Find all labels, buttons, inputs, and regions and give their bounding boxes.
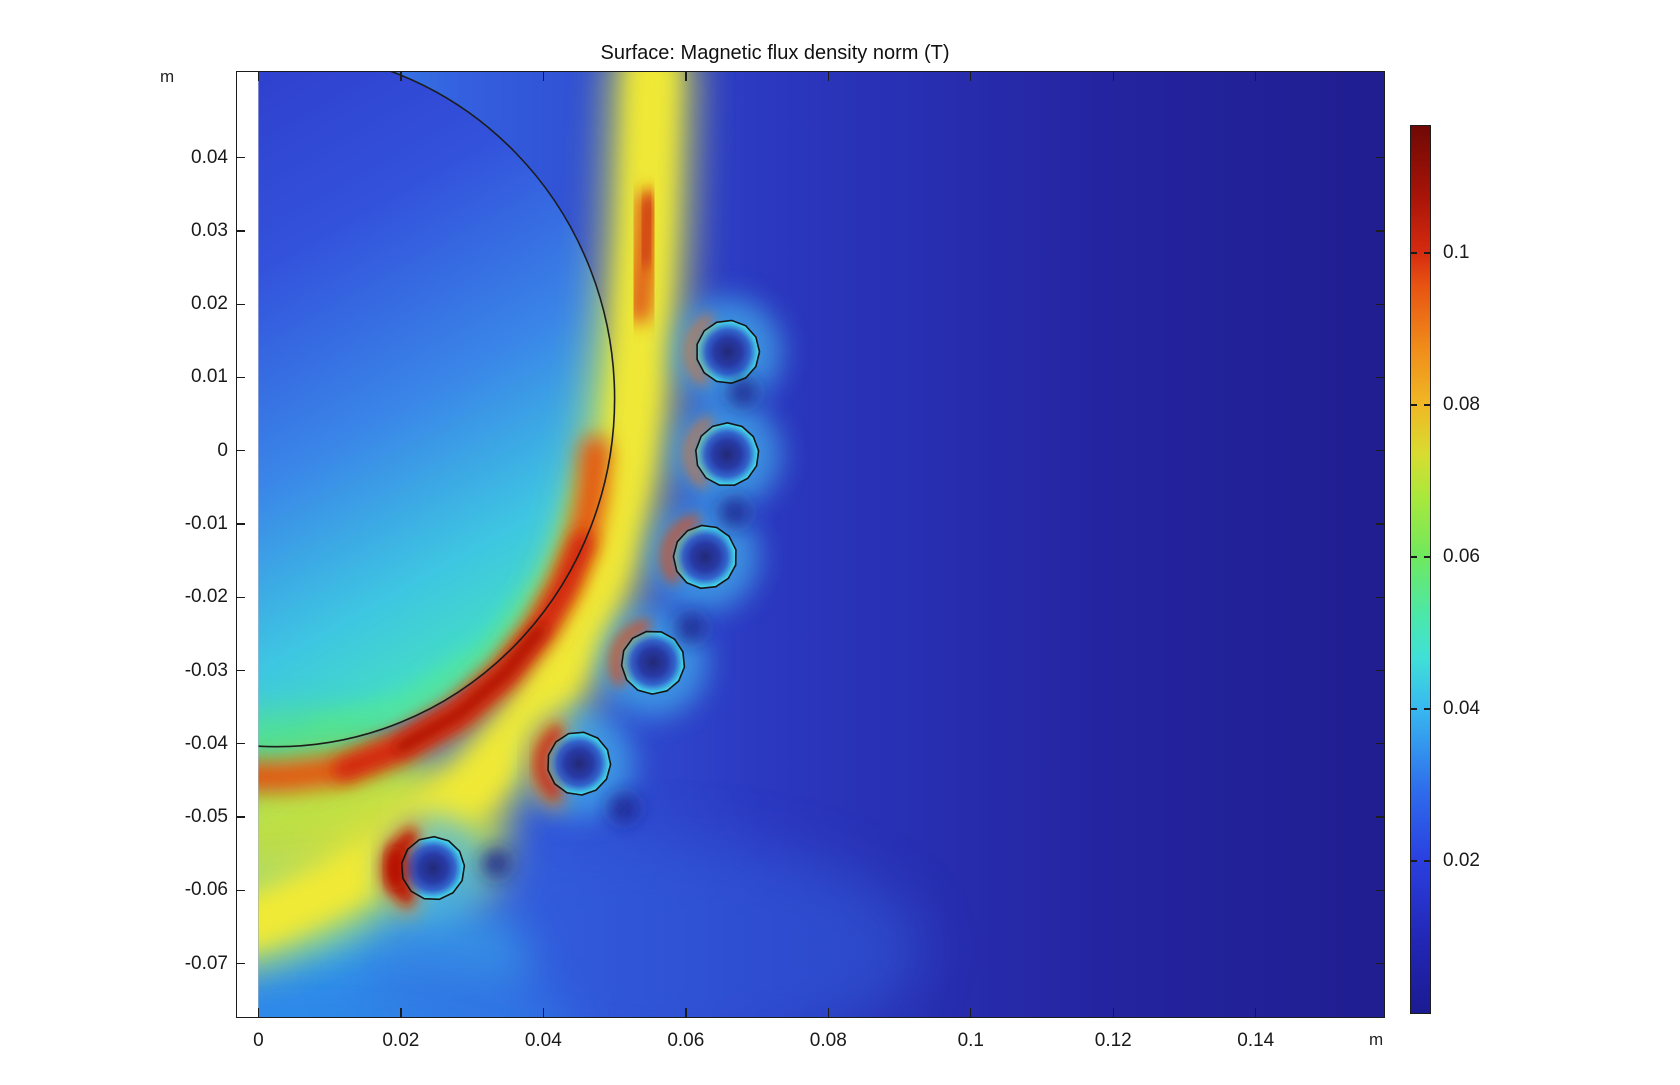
y-tick-right	[1376, 303, 1384, 305]
x-tick-bottom	[685, 1008, 687, 1017]
y-tick-label: -0.07	[184, 952, 228, 974]
x-tick-bottom	[542, 1008, 545, 1017]
x-tick-label: 0.08	[809, 1030, 847, 1051]
colorbar-tick-label: 0.1	[1443, 241, 1470, 263]
colorbar-tick-right	[1424, 860, 1430, 862]
colorbar-tick-right	[1424, 708, 1430, 710]
colorbar	[1410, 125, 1431, 1014]
y-axis-unit-label: m	[160, 67, 175, 86]
colorbar-tick-left	[1411, 556, 1417, 558]
y-tick-label: -0.04	[184, 732, 228, 754]
x-tick-label: 0.02	[382, 1030, 420, 1051]
x-axis-unit-label: m	[1369, 1030, 1384, 1049]
x-tick-bottom	[827, 1008, 829, 1017]
flux-surface	[237, 72, 1384, 1017]
colorbar-tick-left	[1411, 404, 1417, 406]
x-tick-bottom	[1112, 1008, 1114, 1017]
x-tick-label: 0.04	[524, 1030, 562, 1051]
x-tick-top	[827, 72, 829, 81]
y-tick-left	[237, 230, 245, 232]
colorbar-tick-label: 0.02	[1443, 849, 1480, 871]
colorbar-tick-right	[1424, 404, 1430, 406]
y-tick-label: 0.03	[191, 219, 228, 241]
x-tick-top	[1112, 72, 1114, 81]
y-tick-left	[237, 669, 245, 672]
y-tick-label: -0.03	[184, 659, 228, 681]
y-tick-label: 0.04	[191, 146, 228, 168]
x-tick-bottom	[400, 1008, 402, 1017]
y-tick-right	[1376, 816, 1384, 818]
surface-plot	[237, 72, 1384, 1017]
x-tick-top	[970, 72, 972, 81]
y-tick-label: -0.06	[184, 879, 228, 901]
y-tick-right	[1376, 962, 1384, 965]
y-tick-left	[237, 376, 245, 379]
y-tick-label: -0.01	[184, 512, 228, 534]
x-tick-bottom	[257, 1008, 260, 1017]
x-tick-label: 0.12	[1094, 1030, 1132, 1051]
y-tick-right	[1376, 450, 1384, 452]
x-tick-bottom	[1255, 1008, 1257, 1017]
y-tick-right	[1376, 889, 1384, 891]
y-tick-left	[237, 962, 245, 965]
x-tick-label: 0.1	[957, 1030, 984, 1051]
x-tick-bottom	[970, 1008, 972, 1017]
y-tick-left	[237, 816, 245, 818]
y-tick-right	[1376, 669, 1384, 672]
y-tick-left	[237, 450, 245, 452]
y-tick-left	[237, 523, 245, 525]
y-tick-left	[237, 889, 245, 891]
y-tick-label: 0.02	[191, 293, 228, 315]
colorbar-tick-right	[1424, 556, 1430, 558]
colorbar-tick-left	[1411, 252, 1417, 254]
plot-title: Surface: Magnetic flux density norm (T)	[600, 42, 950, 64]
x-tick-top	[1255, 72, 1257, 81]
x-tick-top	[542, 72, 545, 81]
colorbar-tick-right	[1424, 252, 1430, 254]
y-tick-left	[237, 157, 245, 159]
colorbar-tick-left	[1411, 860, 1417, 862]
y-tick-right	[1376, 157, 1384, 159]
y-tick-left	[237, 303, 245, 305]
y-tick-right	[1376, 376, 1384, 379]
y-tick-label: -0.05	[184, 806, 228, 827]
y-tick-left	[237, 596, 245, 598]
y-tick-right	[1376, 523, 1384, 525]
colorbar-tick-label: 0.08	[1443, 393, 1480, 415]
plot-frame	[236, 71, 1385, 1018]
y-tick-label: -0.02	[184, 586, 228, 608]
y-tick-right	[1376, 596, 1384, 598]
colorbar-tick-label: 0.04	[1443, 697, 1480, 719]
x-tick-top	[685, 72, 687, 81]
x-tick-top	[400, 72, 402, 81]
y-tick-label: 0	[217, 439, 228, 461]
y-tick-label: 0.01	[191, 366, 228, 388]
colorbar-tick-left	[1411, 708, 1417, 710]
y-tick-left	[237, 743, 245, 745]
x-tick-label: 0.06	[667, 1030, 705, 1051]
y-tick-right	[1376, 743, 1384, 745]
x-tick-label: 0.14	[1237, 1030, 1275, 1051]
colorbar-tick-label: 0.06	[1443, 545, 1480, 567]
x-tick-label: 0	[253, 1030, 264, 1051]
y-tick-right	[1376, 230, 1384, 232]
x-tick-top	[257, 72, 260, 81]
